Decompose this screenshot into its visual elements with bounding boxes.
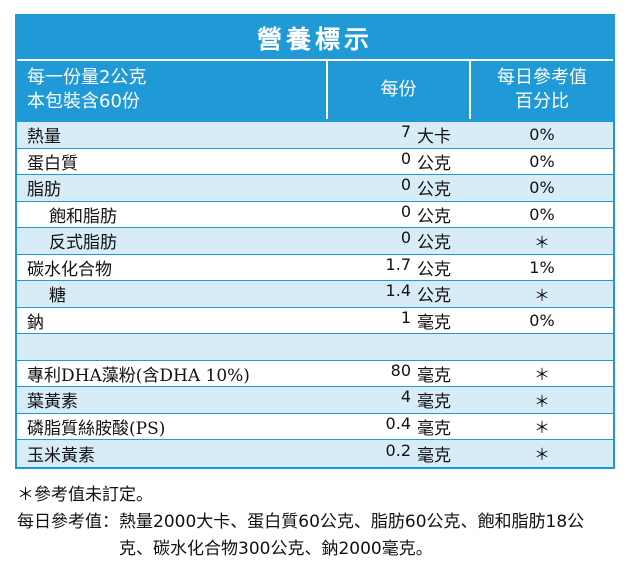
- nutrient-name: 糖: [49, 286, 66, 307]
- table-row: 專利DHA藻粉(含DHA 10%) 80 毫克 ＊: [17, 361, 613, 387]
- nutrient-name: 葉黃素: [27, 392, 78, 413]
- table-row: 熱量 7 大卡 0%: [17, 122, 613, 149]
- amount-unit: 毫克: [417, 418, 451, 439]
- nutrient-amount: 0 公克: [328, 175, 471, 200]
- table-row: 糖 1.4 公克 ＊: [17, 281, 613, 308]
- daily-value: 1%: [529, 257, 555, 277]
- daily-value: 0%: [529, 204, 555, 224]
- amount-unit: 大卡: [417, 127, 451, 148]
- daily-value: ＊: [533, 232, 550, 252]
- table-row: 脂肪 0 公克 0%: [17, 175, 613, 202]
- daily-value: ＊: [533, 418, 550, 438]
- nutrient-name: 玉米黃素: [27, 445, 95, 466]
- daily-value: ＊: [533, 445, 550, 465]
- reference-text: 熱量2000大卡、蛋白質60公克、脂肪60公克、飽和脂肪18公克、碳水化合物30…: [119, 512, 585, 559]
- daily-value: ＊: [533, 285, 550, 305]
- nutrient-amount: 1 毫克: [328, 308, 471, 333]
- amount-value: 0.2: [385, 440, 411, 460]
- nutrient-name: 專利DHA藻粉(含DHA 10%): [27, 365, 250, 386]
- serving-size: 每一份量2公克: [27, 67, 147, 88]
- amount-unit: 毫克: [417, 365, 451, 386]
- nutrient-name: 磷脂質絲胺酸(PS): [27, 418, 166, 439]
- table-row: 反式脂肪 0 公克 ＊: [17, 228, 613, 255]
- amount-value: 1.4: [385, 281, 411, 301]
- nutrition-label: 營養標示 每一份量2公克 本包裝含60份 每份 每日參考值 百分比 熱量 7 大卡…: [15, 14, 615, 469]
- daily-reference: 每日參考值： 熱量2000大卡、蛋白質60公克、脂肪60公克、飽和脂肪18公克、…: [17, 509, 617, 563]
- amount-unit: 公克: [417, 286, 451, 307]
- nutrient-amount: 1.4 公克: [328, 281, 471, 306]
- nutrient-amount: 1.7 公克: [328, 255, 471, 280]
- table-row: 飽和脂肪 0 公克 0%: [17, 202, 613, 228]
- nutrient-amount: 0 公克: [328, 228, 471, 253]
- nutrient-name: 脂肪: [27, 180, 61, 201]
- per-serving-header: 每份: [328, 61, 471, 119]
- nutrient-table: 熱量 7 大卡 0% 蛋白質 0 公克 0% 脂肪 0 公克 0% 飽和脂肪 0 公克 …: [17, 119, 613, 467]
- daily-value: ＊: [533, 365, 550, 385]
- amount-unit: 公克: [417, 180, 451, 201]
- table-row: 碳水化合物 1.7 公克 1%: [17, 255, 613, 281]
- header-row: 每一份量2公克 本包裝含60份 每份 每日參考值 百分比: [17, 61, 613, 119]
- nutrient-amount: 0.4 毫克: [328, 414, 471, 439]
- spacer-row: [17, 334, 613, 361]
- nutrient-amount: 80 毫克: [328, 361, 471, 386]
- amount-value: 0: [400, 228, 411, 248]
- table-row: 蛋白質 0 公克 0%: [17, 149, 613, 175]
- amount-value: 0: [400, 175, 411, 195]
- amount-unit: 毫克: [417, 445, 451, 466]
- label-notes: ＊參考值未訂定。 每日參考值： 熱量2000大卡、蛋白質60公克、脂肪60公克、…: [17, 482, 617, 563]
- daily-value-label-1: 每日參考值: [497, 67, 587, 88]
- amount-unit: 毫克: [417, 312, 451, 333]
- nutrient-amount: 4 毫克: [328, 387, 471, 412]
- nutrient-name: 反式脂肪: [49, 233, 117, 254]
- servings-per-package: 本包裝含60份: [27, 91, 140, 112]
- nutrient-amount: 0 公克: [328, 202, 471, 227]
- label-title: 營養標示: [17, 16, 613, 61]
- nutrient-name: 蛋白質: [27, 153, 78, 174]
- amount-unit: 公克: [417, 233, 451, 254]
- nutrient-amount: 7 大卡: [328, 122, 471, 147]
- table-row: 玉米黃素 0.2 毫克 ＊: [17, 440, 613, 467]
- nutrient-amount: 0 公克: [328, 149, 471, 174]
- daily-value: 0%: [529, 178, 555, 198]
- amount-unit: 公克: [417, 206, 451, 227]
- nutrient-name: 熱量: [27, 127, 61, 148]
- daily-value: 0%: [529, 125, 555, 145]
- amount-value: 80: [390, 360, 411, 380]
- amount-value: 0: [400, 148, 411, 168]
- table-row: 鈉 1 毫克 0%: [17, 308, 613, 334]
- daily-value: 0%: [529, 151, 555, 171]
- amount-value: 1.7: [385, 254, 411, 274]
- nutrient-amount: 0.2 毫克: [328, 441, 471, 466]
- amount-value: 0: [400, 201, 411, 221]
- amount-value: 4: [400, 387, 411, 407]
- amount-value: 7: [400, 122, 411, 142]
- daily-value-label-2: 百分比: [515, 91, 569, 112]
- amount-value: 1: [400, 307, 411, 327]
- daily-value: ＊: [533, 391, 550, 411]
- reference-label: 每日參考值：: [17, 512, 119, 532]
- nutrient-name: 碳水化合物: [27, 259, 112, 280]
- nutrient-name: 飽和脂肪: [49, 206, 117, 227]
- footnote: ＊參考值未訂定。: [17, 485, 153, 505]
- nutrient-name: 鈉: [27, 312, 44, 333]
- table-row: 葉黃素 4 毫克 ＊: [17, 387, 613, 414]
- daily-value-header: 每日參考值 百分比: [471, 61, 613, 119]
- serving-info-header: 每一份量2公克 本包裝含60份: [17, 61, 328, 119]
- daily-value: 0%: [529, 310, 555, 330]
- per-serving-label: 每份: [380, 79, 417, 100]
- amount-unit: 毫克: [417, 392, 451, 413]
- amount-value: 0.4: [385, 413, 411, 433]
- table-row: 磷脂質絲胺酸(PS) 0.4 毫克 ＊: [17, 414, 613, 440]
- amount-unit: 公克: [417, 259, 451, 280]
- amount-unit: 公克: [417, 153, 451, 174]
